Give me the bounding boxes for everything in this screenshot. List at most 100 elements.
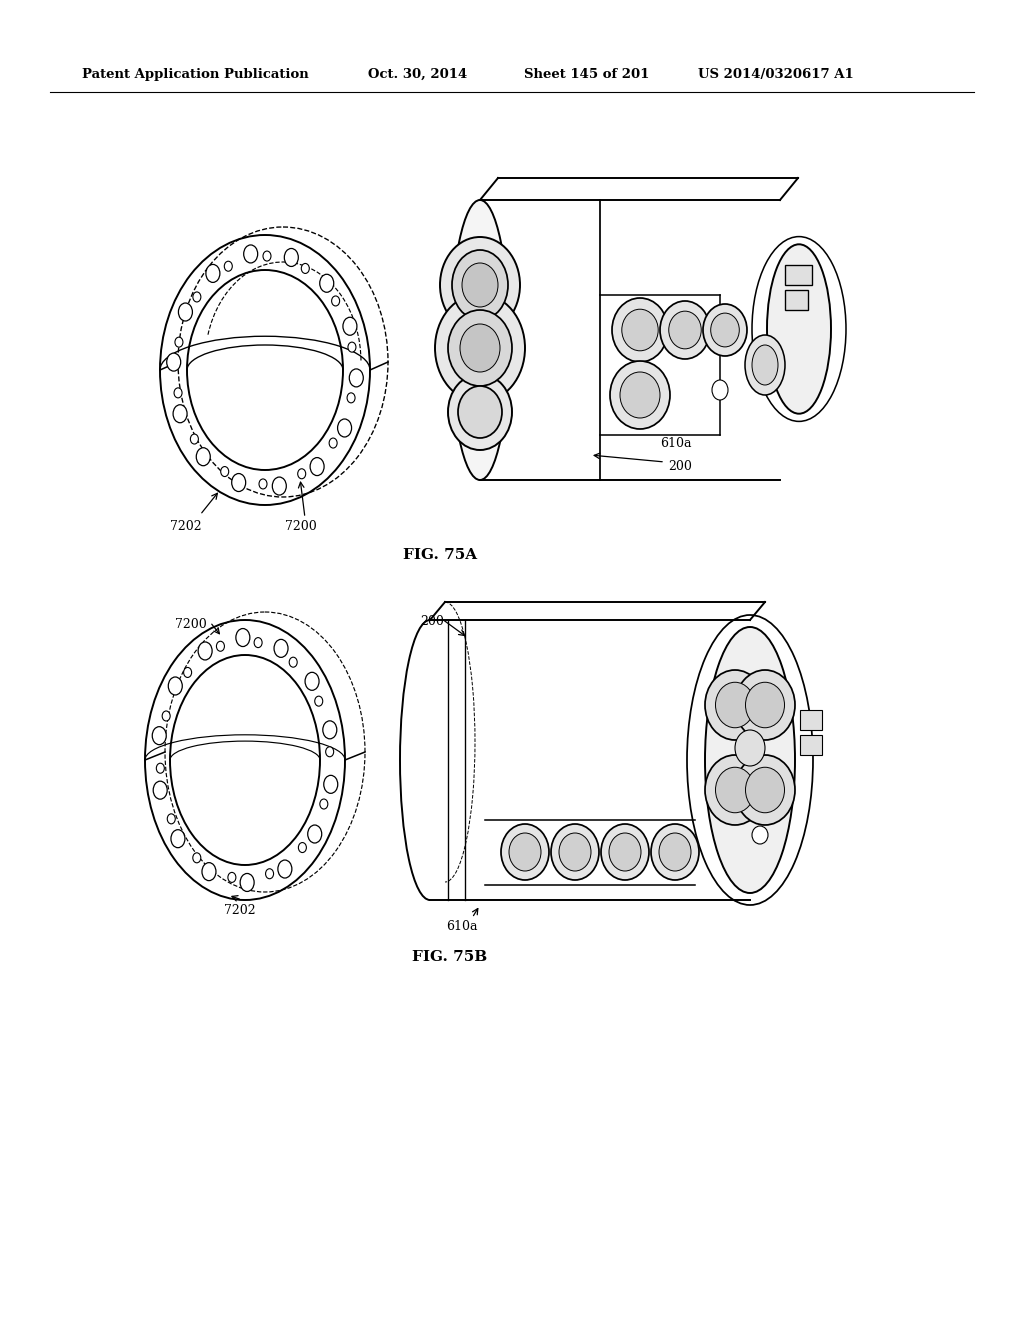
Ellipse shape (216, 642, 224, 651)
Ellipse shape (221, 466, 228, 477)
Text: 7200: 7200 (175, 618, 207, 631)
Ellipse shape (620, 372, 660, 418)
Ellipse shape (601, 824, 649, 880)
Ellipse shape (254, 638, 262, 648)
Ellipse shape (305, 672, 319, 690)
Ellipse shape (716, 767, 755, 813)
Ellipse shape (241, 874, 254, 891)
Ellipse shape (767, 244, 831, 413)
Text: FIG. 75B: FIG. 75B (413, 950, 487, 964)
Ellipse shape (278, 861, 292, 878)
Ellipse shape (735, 671, 795, 741)
Ellipse shape (501, 824, 549, 880)
Ellipse shape (440, 238, 520, 333)
Ellipse shape (551, 824, 599, 880)
Text: 610a: 610a (446, 920, 478, 933)
Ellipse shape (712, 380, 728, 400)
Ellipse shape (183, 668, 191, 677)
Ellipse shape (343, 317, 357, 335)
Ellipse shape (509, 833, 541, 871)
Ellipse shape (347, 393, 355, 403)
Ellipse shape (622, 309, 658, 351)
Ellipse shape (153, 727, 166, 744)
Ellipse shape (659, 833, 691, 871)
Ellipse shape (308, 825, 322, 843)
Ellipse shape (193, 292, 201, 302)
Ellipse shape (462, 263, 498, 308)
Ellipse shape (460, 323, 500, 372)
Ellipse shape (174, 388, 182, 397)
Text: Oct. 30, 2014: Oct. 30, 2014 (368, 69, 467, 81)
Text: Patent Application Publication: Patent Application Publication (82, 69, 309, 81)
Ellipse shape (272, 477, 287, 495)
Ellipse shape (348, 342, 356, 352)
Ellipse shape (452, 249, 508, 319)
Text: 610a: 610a (660, 437, 691, 450)
Text: Sheet 145 of 201: Sheet 145 of 201 (524, 69, 649, 81)
Polygon shape (800, 735, 822, 755)
Ellipse shape (319, 799, 328, 809)
Ellipse shape (451, 201, 509, 480)
Ellipse shape (324, 775, 338, 793)
Text: 7202: 7202 (224, 904, 256, 917)
Ellipse shape (236, 628, 250, 647)
Ellipse shape (349, 368, 364, 387)
Ellipse shape (224, 261, 232, 271)
Ellipse shape (610, 360, 670, 429)
Ellipse shape (298, 842, 306, 853)
Ellipse shape (735, 755, 795, 825)
Ellipse shape (265, 869, 273, 879)
Ellipse shape (193, 853, 201, 863)
Ellipse shape (173, 405, 187, 422)
Ellipse shape (167, 352, 180, 371)
Ellipse shape (154, 781, 167, 799)
Ellipse shape (660, 301, 710, 359)
Text: US 2014/0320617 A1: US 2014/0320617 A1 (698, 69, 854, 81)
Ellipse shape (202, 863, 216, 880)
Ellipse shape (167, 814, 175, 824)
Ellipse shape (175, 337, 183, 347)
Ellipse shape (703, 304, 746, 356)
Ellipse shape (559, 833, 591, 871)
Ellipse shape (612, 298, 668, 362)
Ellipse shape (705, 671, 765, 741)
Ellipse shape (752, 345, 778, 385)
Ellipse shape (289, 657, 297, 667)
Ellipse shape (228, 873, 236, 882)
Ellipse shape (231, 474, 246, 491)
Ellipse shape (458, 385, 502, 438)
Ellipse shape (244, 246, 258, 263)
Ellipse shape (157, 763, 164, 774)
Polygon shape (800, 710, 822, 730)
Ellipse shape (274, 639, 288, 657)
Ellipse shape (705, 627, 795, 894)
Ellipse shape (752, 826, 768, 843)
Ellipse shape (162, 711, 170, 721)
Ellipse shape (745, 682, 784, 727)
Ellipse shape (711, 313, 739, 347)
Ellipse shape (319, 275, 334, 292)
Ellipse shape (745, 335, 785, 395)
Ellipse shape (310, 458, 325, 475)
Ellipse shape (329, 438, 337, 447)
Ellipse shape (190, 434, 199, 444)
Ellipse shape (314, 696, 323, 706)
Polygon shape (785, 290, 808, 310)
Ellipse shape (651, 824, 699, 880)
Ellipse shape (206, 264, 220, 282)
Ellipse shape (716, 682, 755, 727)
Ellipse shape (178, 304, 193, 321)
Ellipse shape (332, 296, 340, 306)
Ellipse shape (301, 264, 309, 273)
Ellipse shape (285, 248, 298, 267)
Ellipse shape (198, 642, 212, 660)
Ellipse shape (745, 767, 784, 813)
Text: 200: 200 (420, 615, 443, 628)
Ellipse shape (735, 730, 765, 766)
Ellipse shape (609, 833, 641, 871)
Ellipse shape (669, 312, 701, 348)
Ellipse shape (259, 479, 267, 488)
Ellipse shape (449, 310, 512, 385)
Ellipse shape (298, 469, 306, 479)
Ellipse shape (263, 251, 271, 261)
